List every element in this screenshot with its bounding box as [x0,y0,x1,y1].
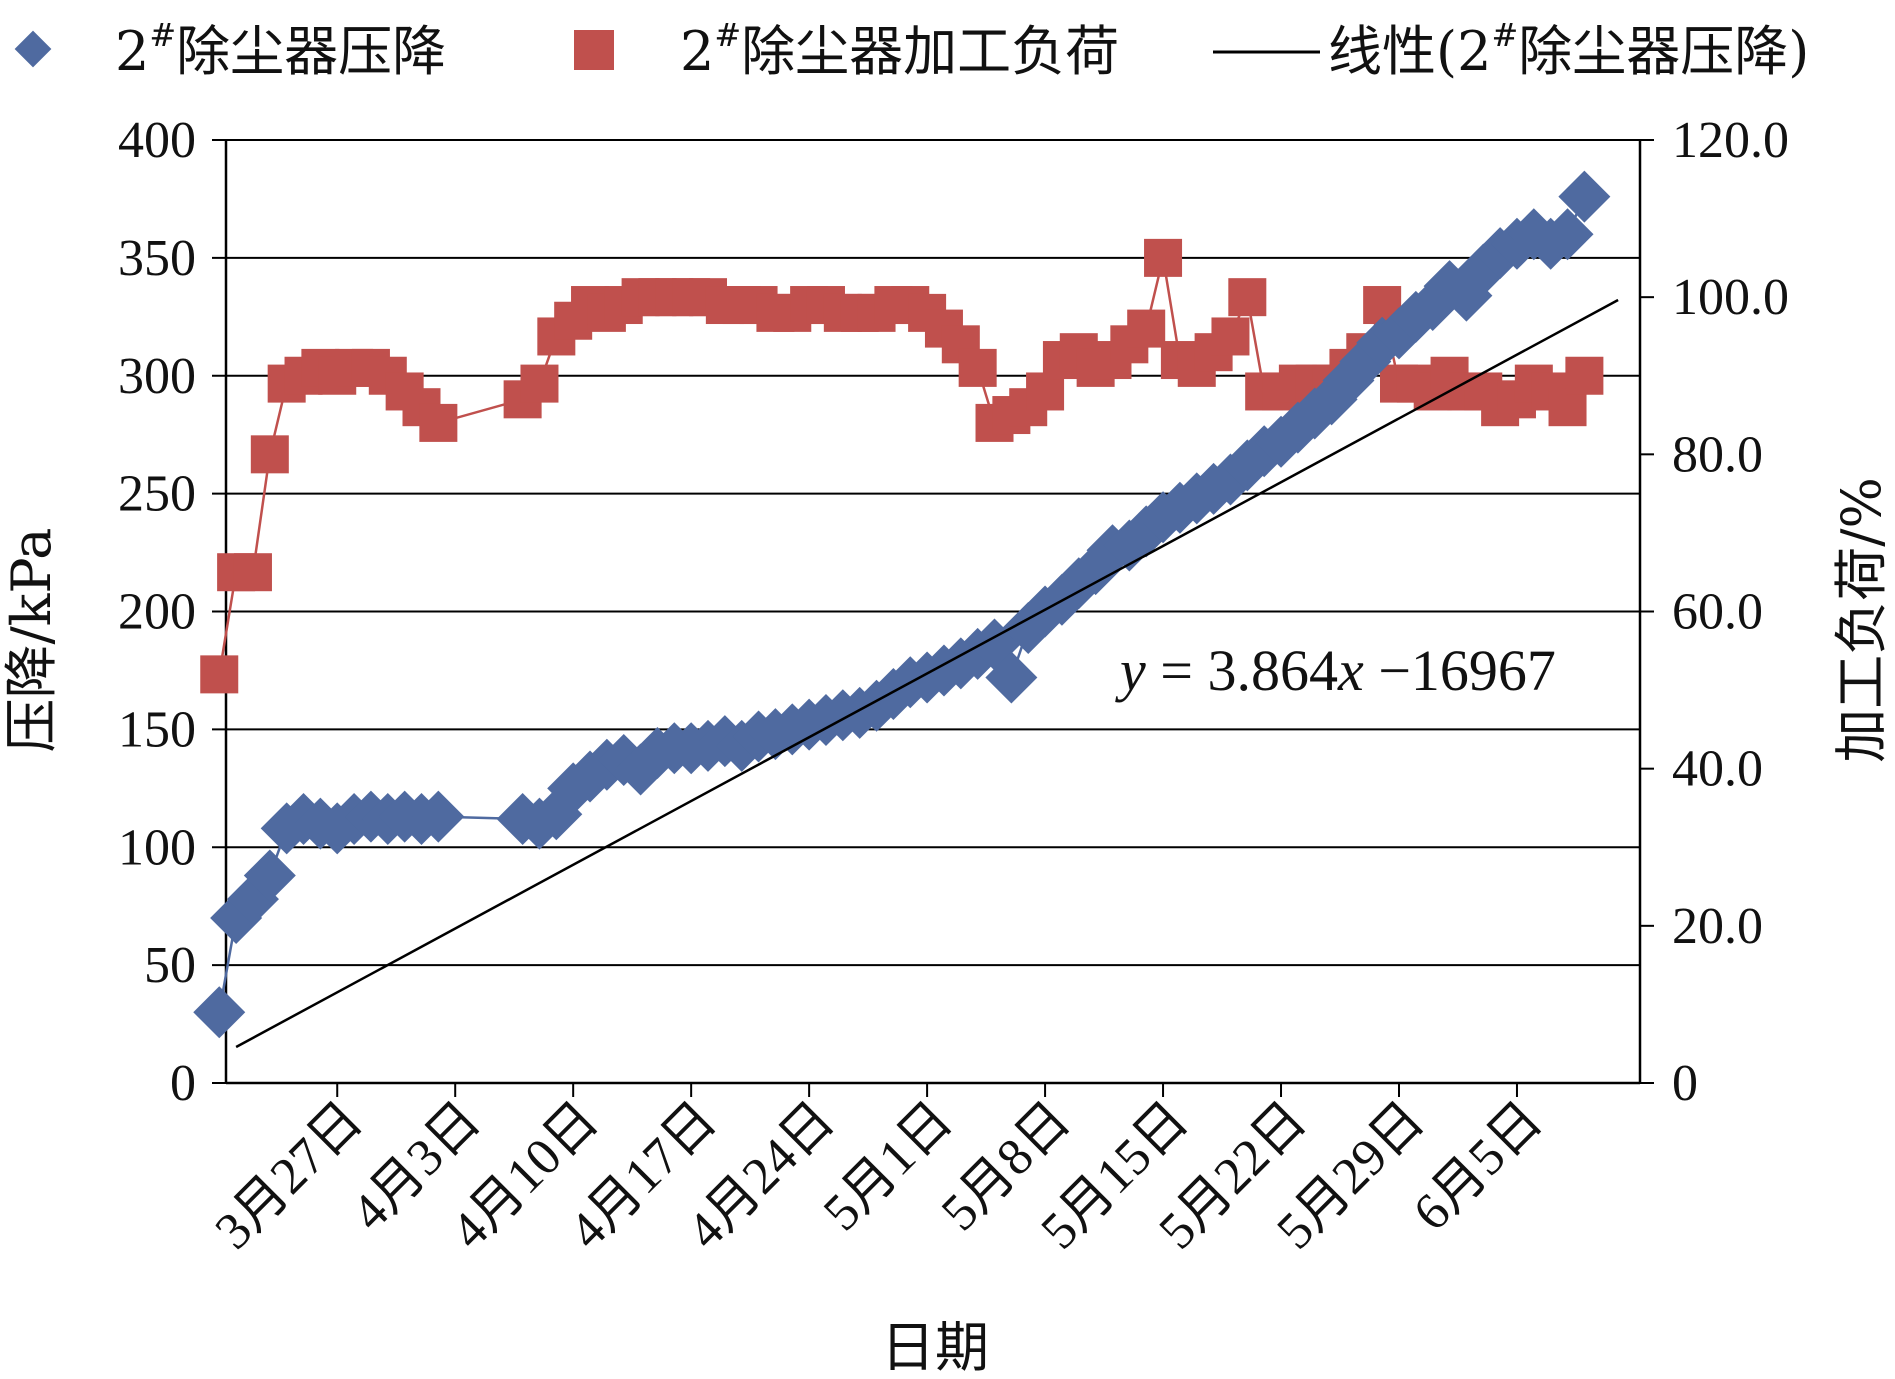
load-square-point [1127,309,1166,348]
x-axis-title: 日期 [881,1316,989,1379]
pressure-diamond-point [412,790,465,843]
load-square-point [250,435,289,474]
x-tick-label: 5月1日 [813,1091,964,1242]
load-square-point [520,364,559,403]
y-right-tick-label: 40.0 [1672,741,1763,798]
load-square-point [958,348,997,387]
y-right-tick-label: 100.0 [1672,269,1789,326]
y-left-tick-label: 250 [118,466,196,523]
load-square-point [1211,317,1250,356]
y-left-tick-label: 400 [118,112,196,169]
x-tick-label: 3月27日 [205,1091,374,1260]
y-left-tick-label: 200 [118,584,196,641]
legend-label-linear-trend: 线性(2#除尘器压降) [1328,16,1809,83]
y-right-tick-label: 120.0 [1672,112,1789,169]
y-right-tick-label: 20.0 [1672,898,1763,955]
y-left-tick-label: 350 [118,230,196,287]
load-square-point [1228,278,1267,317]
load-square-point [419,403,458,442]
legend-label-processing-load: 2#除尘器加工负荷 [680,16,1119,83]
pressure-diamond-point [1541,208,1594,261]
y-left-tick-label: 50 [144,937,196,994]
pressure-diamond-point [243,849,296,902]
pressure-diamond-point [193,986,246,1039]
y-axis-right-title: 加工负荷/% [1830,477,1893,763]
pressure-diamond-point [1120,505,1173,558]
pressure-diamond-point [985,651,1038,704]
x-tick-label: 6月5日 [1403,1091,1554,1242]
legend-item-linear-trend: 线性(2#除尘器压降) [1213,16,1809,83]
trendline [235,298,1619,1049]
y-right-tick-label: 80.0 [1672,426,1763,483]
y-axis-left-title: 压降/kPa [0,527,63,752]
y-left-tick-label: 150 [118,701,196,758]
legend-square-marker [574,30,614,70]
y-left-tick-label: 100 [118,819,196,876]
legend: 2#除尘器压降 2#除尘器加工负荷 线性(2#除尘器压降) [14,16,1809,83]
legend-item-pressure-drop: 2#除尘器压降 [14,16,446,83]
legend-item-processing-load: 2#除尘器加工负荷 [574,16,1119,83]
pressure-diamond-point [1558,170,1611,223]
y-left-tick-label: 0 [170,1055,196,1112]
trendline-equation: y = 3.864x −16967 [1115,638,1556,703]
y-right-tick-label: 60.0 [1672,584,1763,641]
load-square-point [200,655,239,694]
load-square-point [233,553,272,592]
legend-label-pressure-drop: 2#除尘器压降 [115,16,446,83]
y-left-tick-label: 300 [118,348,196,405]
y-right-tick-label: 0 [1672,1055,1698,1112]
load-square-point [1144,238,1183,277]
load-square-point [1565,356,1604,395]
legend-diamond-marker [14,30,52,68]
